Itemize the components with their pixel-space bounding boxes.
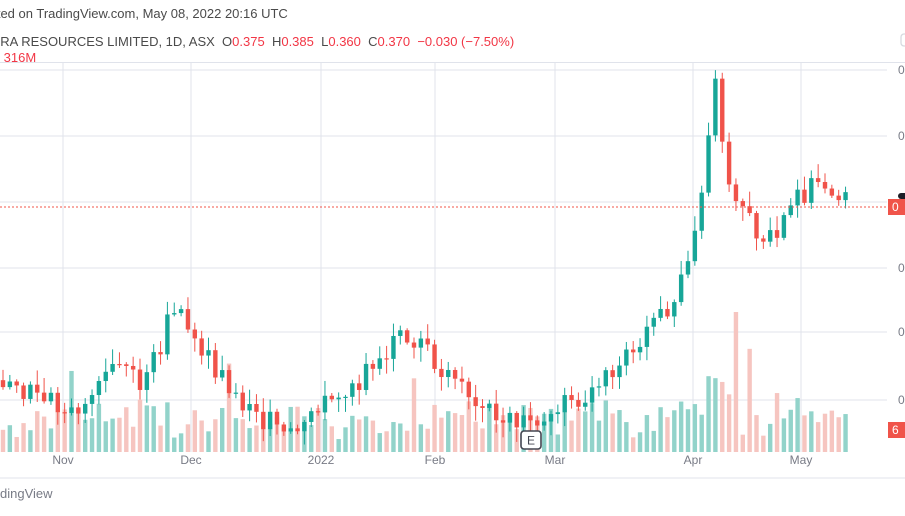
svg-text:Feb: Feb: [425, 453, 446, 467]
svg-text:0: 0: [898, 261, 905, 275]
svg-text:0: 0: [892, 200, 899, 214]
svg-text:2022: 2022: [308, 453, 335, 467]
svg-text:6: 6: [892, 423, 899, 437]
svg-text:Mar: Mar: [545, 453, 566, 467]
svg-text:0: 0: [898, 325, 905, 339]
svg-text:E: E: [527, 434, 535, 448]
svg-text:Dec: Dec: [180, 453, 201, 467]
svg-text:0: 0: [898, 393, 905, 407]
svg-text:0: 0: [898, 63, 905, 77]
svg-text:Apr: Apr: [684, 453, 703, 467]
svg-text:0: 0: [898, 129, 905, 143]
svg-text:Nov: Nov: [52, 453, 73, 467]
svg-text:May: May: [790, 453, 813, 467]
